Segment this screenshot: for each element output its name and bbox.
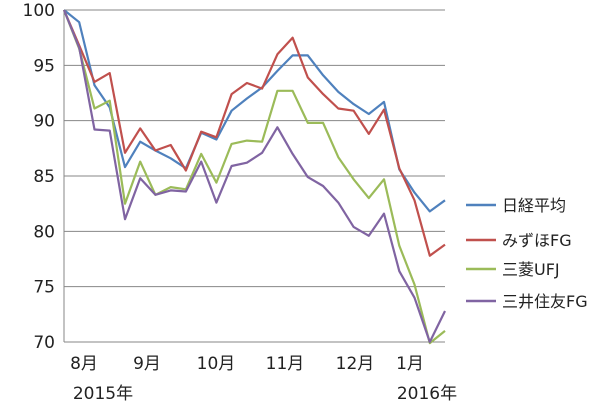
x-month-label: 10月	[197, 354, 236, 374]
legend-label: 三井住友FG	[502, 292, 588, 311]
axes: 70 75 80 85 90 95 100 8月 9月 10月 11月 12月 1月 2015年 2016年	[23, 1, 458, 404]
y-tick-label: 85	[33, 167, 55, 187]
series-line-0	[63, 9, 446, 213]
y-tick-label: 100	[23, 1, 55, 21]
x-month-label: 9月	[133, 354, 161, 374]
x-year-label: 2015年	[73, 384, 133, 404]
series-line-2	[62, 9, 446, 345]
series-line-3	[62, 9, 446, 344]
x-month-label: 12月	[336, 354, 375, 374]
x-month-label: 11月	[266, 354, 305, 374]
y-tick-label: 70	[33, 333, 55, 353]
legend-label: みずほFG	[502, 231, 572, 250]
y-tick-label: 80	[33, 222, 55, 242]
x-month-label: 8月	[70, 354, 98, 374]
grid-lines	[64, 9, 445, 343]
y-tick-label: 90	[33, 112, 55, 132]
series-lines	[62, 9, 446, 345]
legend-label: 三菱UFJ	[502, 260, 560, 279]
y-tick-label: 75	[33, 278, 55, 298]
x-year-label: 2016年	[397, 384, 457, 404]
y-tick-label: 95	[33, 56, 55, 76]
legend-label: 日経平均	[502, 196, 566, 215]
series-line-1	[62, 9, 446, 257]
x-month-label: 1月	[396, 354, 424, 374]
